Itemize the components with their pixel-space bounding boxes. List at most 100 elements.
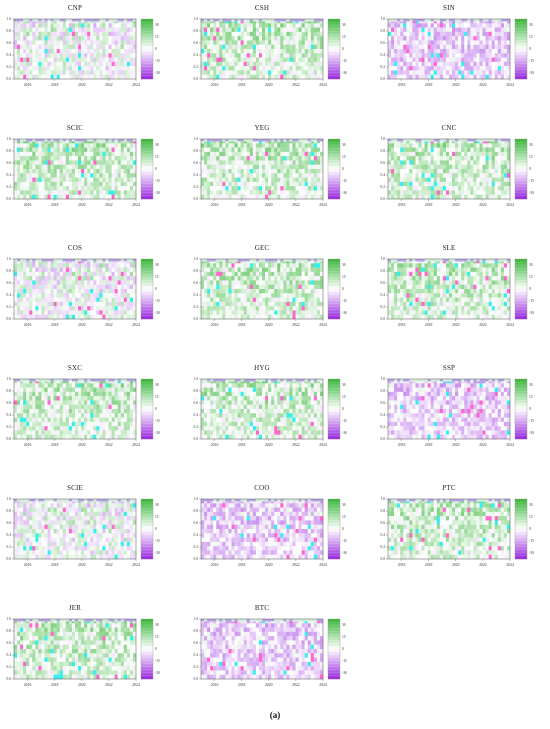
heatmap-cell bbox=[38, 74, 42, 80]
heatmap-cell bbox=[44, 280, 48, 285]
heatmap-cell bbox=[68, 31, 73, 37]
heatmap-cell bbox=[268, 160, 272, 165]
heatmap-cell bbox=[316, 53, 321, 58]
heatmap-cell bbox=[298, 173, 302, 178]
heatmap-cell bbox=[280, 36, 284, 41]
heatmap-cell bbox=[204, 151, 208, 157]
heatmap-cell bbox=[418, 160, 422, 165]
heatmap-cell bbox=[105, 267, 109, 273]
heatmap-cell bbox=[228, 190, 232, 195]
heatmap-cell bbox=[23, 53, 27, 58]
heatmap-cell bbox=[213, 267, 217, 273]
heatmap-cell bbox=[394, 31, 398, 37]
heatmap-cell bbox=[50, 61, 54, 67]
heatmap-cell bbox=[271, 310, 275, 315]
heatmap-cell bbox=[65, 31, 70, 37]
heatmap-cell bbox=[421, 173, 425, 178]
heatmap-cell bbox=[265, 74, 269, 80]
heatmap-cell bbox=[38, 147, 42, 153]
heatmap-cell bbox=[216, 70, 220, 75]
heatmap-cell bbox=[201, 160, 205, 165]
heatmap-cell bbox=[59, 306, 63, 311]
heatmap-cell bbox=[313, 27, 318, 33]
heatmap-cell bbox=[427, 156, 431, 161]
heatmap-cell bbox=[265, 284, 269, 290]
top-band-cell bbox=[295, 19, 299, 22]
heatmap-cell bbox=[277, 177, 281, 183]
heatmap-cell bbox=[430, 36, 434, 41]
heatmap-cell bbox=[436, 147, 441, 153]
heatmap-cell bbox=[316, 186, 321, 191]
heatmap-cell bbox=[506, 186, 511, 191]
heatmap-cell bbox=[479, 40, 483, 45]
heatmap-cell bbox=[243, 181, 247, 187]
colorbar-step bbox=[327, 144, 341, 149]
top-band-cell bbox=[50, 19, 54, 22]
top-band-cell bbox=[237, 19, 241, 22]
heatmap-cell bbox=[461, 194, 465, 200]
heatmap-cell bbox=[470, 57, 474, 63]
heatmap-cell bbox=[41, 143, 45, 148]
heatmap-cell bbox=[29, 74, 33, 80]
heatmap-cell bbox=[433, 194, 437, 200]
heatmap-cell bbox=[20, 66, 24, 71]
heatmap-cell bbox=[268, 284, 272, 290]
heatmap-cell bbox=[204, 164, 208, 170]
heatmap-cell bbox=[283, 74, 287, 80]
heatmap-cell bbox=[237, 27, 241, 33]
heatmap-cell bbox=[467, 70, 471, 75]
heatmap-cell bbox=[231, 44, 235, 50]
heatmap-cell bbox=[286, 147, 290, 153]
heatmap-cell bbox=[59, 151, 63, 157]
heatmap-cell bbox=[424, 36, 428, 41]
heatmap-cell bbox=[222, 53, 226, 58]
heatmap-cell bbox=[452, 151, 456, 157]
heatmap-cell bbox=[301, 147, 305, 153]
heatmap-cell bbox=[225, 36, 229, 41]
heatmap-cell bbox=[216, 53, 220, 58]
colorbar-step bbox=[140, 303, 154, 308]
heatmap-cell bbox=[123, 49, 128, 54]
heatmap-cell bbox=[44, 151, 48, 157]
heatmap-cell bbox=[482, 164, 486, 170]
heatmap-cell bbox=[62, 306, 67, 311]
heatmap-cell bbox=[105, 44, 109, 50]
heatmap-cell bbox=[234, 40, 238, 45]
heatmap-cell bbox=[500, 36, 505, 41]
heatmap-cell bbox=[216, 276, 220, 281]
heatmap-cell bbox=[436, 36, 441, 41]
colorbar-tick-label: 30 bbox=[529, 143, 533, 147]
heatmap-cell bbox=[204, 271, 208, 277]
heatmap-cell bbox=[503, 57, 508, 63]
heatmap-cell bbox=[316, 74, 321, 80]
heatmap-cell bbox=[388, 147, 392, 153]
heatmap-cell bbox=[201, 276, 205, 281]
colorbar-step bbox=[140, 57, 154, 62]
heatmap-cell bbox=[310, 143, 315, 148]
heatmap-cell bbox=[102, 190, 106, 195]
heatmap-cell bbox=[461, 44, 465, 50]
heatmap-cell bbox=[38, 61, 42, 67]
heatmap-cell bbox=[50, 194, 54, 200]
heatmap-cell bbox=[240, 267, 244, 273]
heatmap-cell bbox=[470, 156, 474, 161]
heatmap-cell bbox=[304, 169, 308, 174]
heatmap-cell bbox=[56, 306, 60, 311]
heatmap-cell bbox=[207, 293, 211, 298]
heatmap-cell bbox=[246, 297, 250, 303]
heatmap-cell bbox=[102, 297, 106, 303]
colorbar-step bbox=[327, 177, 341, 182]
heatmap-cell bbox=[93, 181, 97, 187]
heatmap-cell bbox=[298, 40, 302, 45]
heatmap-cell bbox=[283, 40, 287, 45]
heatmap-cell bbox=[394, 57, 398, 63]
heatmap-cell bbox=[14, 49, 18, 54]
heatmap-cell bbox=[35, 169, 39, 174]
heatmap-cell bbox=[494, 164, 498, 170]
heatmap-cell bbox=[500, 53, 505, 58]
heatmap-cell bbox=[41, 280, 45, 285]
heatmap-cell bbox=[397, 160, 401, 165]
heatmap-cell bbox=[26, 74, 30, 80]
heatmap-cell bbox=[29, 156, 33, 161]
heatmap-cell bbox=[283, 66, 287, 71]
